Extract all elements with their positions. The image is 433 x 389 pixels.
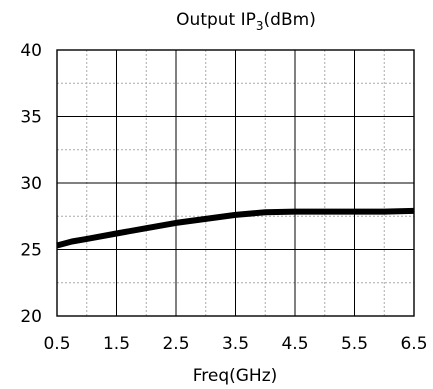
x-tick-label: 3.5 (222, 334, 249, 354)
x-tick-label: 1.5 (103, 334, 130, 354)
x-tick-labels: 0.5 1.5 2.5 3.5 4.5 5.5 6.5 (43, 334, 427, 354)
title-main: Output IP (176, 10, 256, 30)
y-tick-labels: 20 25 30 35 40 (20, 41, 42, 327)
x-tick-label: 4.5 (281, 334, 308, 354)
x-tick-label: 2.5 (162, 334, 189, 354)
grid-lines (57, 50, 414, 316)
x-tick-label: 6.5 (400, 334, 427, 354)
x-tick-label: 5.5 (341, 334, 368, 354)
title-subscript: 3 (256, 19, 264, 33)
plot-frame (56, 49, 415, 317)
x-axis-label: Freq(GHz) (193, 366, 278, 386)
y-tick-label: 40 (20, 41, 42, 61)
x-tick-label: 0.5 (43, 334, 70, 354)
chart-title: Output IP3(dBm) (176, 10, 316, 33)
y-tick-label: 35 (20, 108, 42, 128)
y-tick-label: 20 (20, 307, 42, 327)
y-tick-label: 25 (20, 241, 42, 261)
title-unit: (dBm) (264, 10, 316, 30)
series-line (56, 207, 415, 249)
y-tick-label: 30 (20, 174, 42, 194)
series-layer (56, 207, 415, 249)
